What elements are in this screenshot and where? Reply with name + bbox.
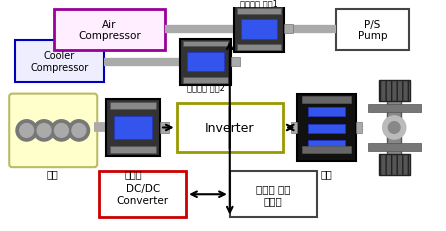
Bar	[237, 9, 281, 15]
Bar	[99, 171, 186, 218]
Text: DC/DC
Converter: DC/DC Converter	[117, 184, 169, 205]
Bar	[181, 39, 231, 85]
Text: 보조구동 모터2: 보조구동 모터2	[186, 83, 224, 92]
Bar	[336, 9, 409, 51]
Bar	[110, 146, 157, 153]
Bar	[368, 104, 421, 112]
Bar	[107, 100, 160, 156]
Circle shape	[68, 120, 90, 141]
Text: 엔진: 엔진	[47, 168, 58, 178]
Bar	[284, 25, 293, 34]
Bar	[231, 58, 240, 67]
Bar	[379, 155, 410, 176]
Circle shape	[37, 124, 51, 138]
Text: P/S
Pump: P/S Pump	[358, 19, 387, 41]
Bar	[302, 147, 351, 154]
Circle shape	[16, 120, 37, 141]
Bar	[237, 45, 281, 51]
Bar	[290, 123, 297, 133]
Text: 주행용 고압
배터리: 주행용 고압 배터리	[256, 184, 290, 205]
Bar	[355, 123, 363, 133]
Text: Air
Compressor: Air Compressor	[78, 19, 141, 41]
Bar	[230, 171, 317, 218]
Bar	[241, 20, 277, 40]
Bar	[379, 80, 410, 101]
Text: 보조구동 모터1: 보조구동 모터1	[240, 0, 278, 8]
Bar	[110, 103, 157, 109]
Bar	[234, 7, 284, 53]
Text: 모터: 모터	[321, 168, 332, 178]
Circle shape	[72, 124, 86, 138]
Bar	[302, 97, 351, 104]
Bar	[177, 104, 283, 152]
Bar	[160, 122, 169, 134]
Bar	[308, 140, 345, 149]
Text: Cooler
Compressor: Cooler Compressor	[30, 51, 89, 73]
Bar	[183, 42, 228, 47]
Bar	[15, 41, 104, 83]
Bar	[187, 53, 224, 72]
Bar	[308, 125, 345, 133]
Bar	[308, 108, 345, 116]
Circle shape	[33, 120, 55, 141]
Bar	[114, 116, 152, 140]
Circle shape	[51, 120, 72, 141]
Circle shape	[54, 124, 68, 138]
Bar	[183, 78, 228, 83]
FancyBboxPatch shape	[9, 94, 97, 167]
Circle shape	[20, 124, 33, 138]
Bar	[54, 9, 165, 51]
Circle shape	[388, 122, 400, 134]
Bar	[388, 97, 401, 159]
Bar	[297, 94, 355, 162]
Bar	[368, 144, 421, 152]
Circle shape	[383, 116, 406, 140]
Text: 발전기: 발전기	[124, 168, 142, 178]
Text: Inverter: Inverter	[205, 122, 255, 134]
